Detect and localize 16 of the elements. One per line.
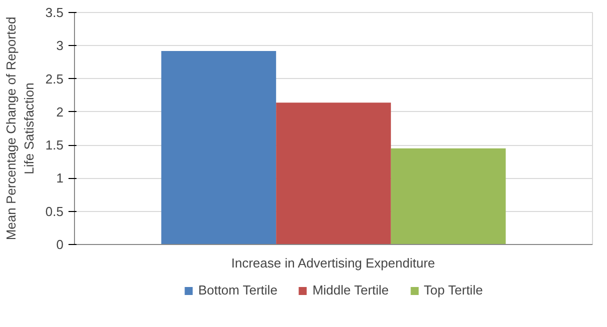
legend-label: Middle Tertile (312, 282, 389, 298)
y-tick-label: 2 (56, 104, 64, 120)
y-tick-label: 3.5 (45, 5, 64, 20)
y-tick-label: 1 (56, 170, 64, 186)
y-tick-label: 0.5 (45, 204, 64, 219)
y-tick-label: 2.5 (45, 71, 64, 86)
bar (276, 102, 391, 244)
y-tick-label: 0 (56, 237, 64, 252)
y-axis-title: Mean Percentage Change of Reported Life Satisfaction (3, 16, 36, 240)
legend-label: Bottom Tertile (198, 282, 278, 298)
bar (390, 148, 506, 244)
bar (161, 50, 276, 244)
y-tick-label: 3 (56, 38, 64, 54)
legend-label: Top Tertile (424, 282, 483, 298)
x-tick-label: Increase in Advertising Expenditure (231, 256, 436, 270)
y-tick-label: 1.5 (45, 138, 64, 153)
